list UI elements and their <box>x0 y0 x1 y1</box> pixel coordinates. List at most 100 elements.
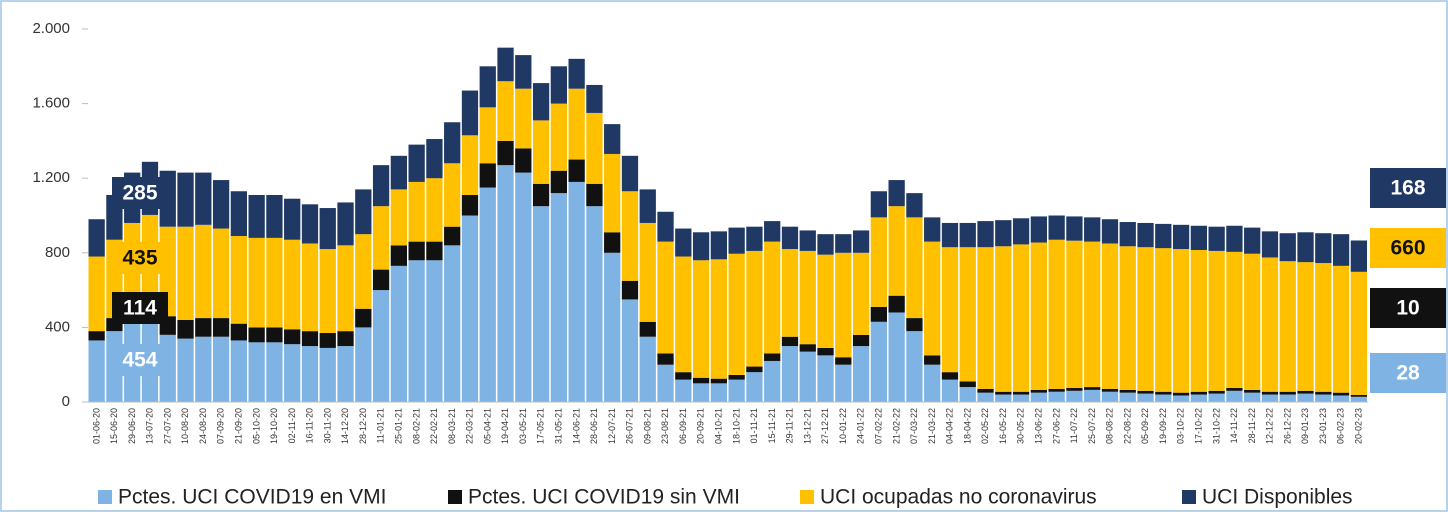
x-tick-label: 26-07-21 <box>625 408 635 444</box>
bar-segment <box>426 178 443 242</box>
callout-end: 28 <box>1396 362 1420 385</box>
bar-segment <box>746 372 763 402</box>
bar-segment <box>568 159 585 182</box>
y-tick-label: 400 <box>45 318 70 335</box>
bar-segment <box>355 189 372 235</box>
bar-segment <box>461 135 479 195</box>
x-tick-label: 19-09-22 <box>1158 408 1168 444</box>
legend-swatch <box>800 490 814 504</box>
bar-segment <box>799 230 816 251</box>
bar-segment <box>1172 224 1190 250</box>
bar-segment <box>639 189 656 223</box>
bar-segment <box>1101 388 1119 392</box>
legend-label: Pctes. UCI COVID19 en VMI <box>118 486 386 509</box>
bar-segment <box>1012 218 1030 245</box>
x-tick-label: 01-11-21 <box>749 408 759 443</box>
x-tick-label: 19-10-20 <box>269 408 279 444</box>
x-tick-label: 15-06-20 <box>109 408 119 444</box>
bar-segment <box>177 319 194 339</box>
bar-segment <box>1332 265 1350 393</box>
bar-segment <box>781 226 799 250</box>
bar-segment <box>710 231 727 260</box>
bar-segment <box>284 329 301 345</box>
bar-segment <box>212 228 230 319</box>
x-tick-label: 11-07-22 <box>1069 408 1079 443</box>
x-tick-label: 10-08-20 <box>180 408 190 444</box>
bar-segment <box>852 252 870 335</box>
bar-segment <box>995 220 1012 247</box>
bar-segment <box>1048 239 1065 389</box>
legend-label: UCI ocupadas no coronavirus <box>820 486 1097 509</box>
callout-box <box>1370 288 1446 328</box>
bar-segment <box>675 228 692 257</box>
bar-segment <box>835 252 852 358</box>
bar-segment <box>817 234 834 255</box>
bar-segment <box>1332 392 1350 396</box>
bar-segment <box>444 245 461 402</box>
bar-segment <box>1048 215 1065 240</box>
x-tick-label: 07-02-22 <box>873 408 883 444</box>
bar-segment <box>959 387 976 402</box>
legend-swatch <box>448 490 462 504</box>
bar-segment <box>959 247 976 382</box>
x-tick-label: 12-12-22 <box>1265 408 1275 444</box>
bar-segment <box>461 90 479 136</box>
bar-segment <box>817 355 834 402</box>
bar-segment <box>675 372 692 380</box>
bar-segment <box>604 153 621 233</box>
bar-segment <box>1048 391 1065 402</box>
x-tick-label: 13-07-20 <box>145 408 155 444</box>
bar-segment <box>1155 223 1172 249</box>
bar-segment <box>444 163 461 227</box>
bar-segment <box>319 249 336 333</box>
x-tick-label: 23-01-23 <box>1318 408 1328 444</box>
bar-segment <box>1208 250 1225 391</box>
bar-segment <box>1297 232 1314 263</box>
bar-segment <box>1084 387 1101 390</box>
x-tick-label: 28-06-21 <box>589 408 599 444</box>
bar-segment <box>195 224 212 319</box>
x-tick-label: 07-09-20 <box>216 408 226 444</box>
bar-segment <box>799 250 816 345</box>
bar-segment <box>568 181 585 402</box>
bar-segment <box>764 353 781 361</box>
bar-segment <box>88 340 105 402</box>
callout-box <box>112 344 168 376</box>
bar-segment <box>568 88 585 160</box>
bar-segment <box>426 260 443 402</box>
bar-segment <box>1190 225 1207 251</box>
callout-box <box>112 242 168 274</box>
x-tick-label: 03-10-22 <box>1176 408 1186 444</box>
callout-start: 114 <box>123 297 157 320</box>
bar-segment <box>1244 392 1261 402</box>
bar-segment <box>977 388 994 393</box>
bar-segment <box>479 107 496 164</box>
bar-segment <box>319 347 336 402</box>
bar-segment <box>852 230 870 253</box>
bar-segment <box>1155 394 1172 402</box>
bar-segment <box>1172 395 1190 402</box>
callout-box <box>1370 168 1446 208</box>
legend-label: Pctes. UCI COVID19 sin VMI <box>468 486 740 509</box>
x-tick-label: 17-10-22 <box>1193 408 1203 444</box>
bar-segment <box>1315 233 1332 264</box>
bar-segment <box>408 144 425 182</box>
bar-segment <box>1350 394 1367 397</box>
bar-segment <box>781 346 799 402</box>
x-tick-label: 27-07-20 <box>162 408 172 444</box>
bar-segment <box>604 124 621 154</box>
bar-segment <box>1208 390 1225 394</box>
bar-segment <box>1226 388 1243 391</box>
bar-segment <box>817 347 834 356</box>
bar-segment <box>497 47 514 82</box>
bar-segment <box>817 254 834 348</box>
bar-segment <box>675 256 692 373</box>
x-tick-label: 29-11-21 <box>785 408 795 443</box>
bar-segment <box>692 377 710 384</box>
bar-segment <box>532 183 550 207</box>
bar-segment <box>852 334 870 347</box>
x-tick-label: 21-03-22 <box>927 408 937 444</box>
bar-segment <box>1066 388 1083 391</box>
bar-segment <box>728 253 745 375</box>
bar-segment <box>266 342 283 402</box>
